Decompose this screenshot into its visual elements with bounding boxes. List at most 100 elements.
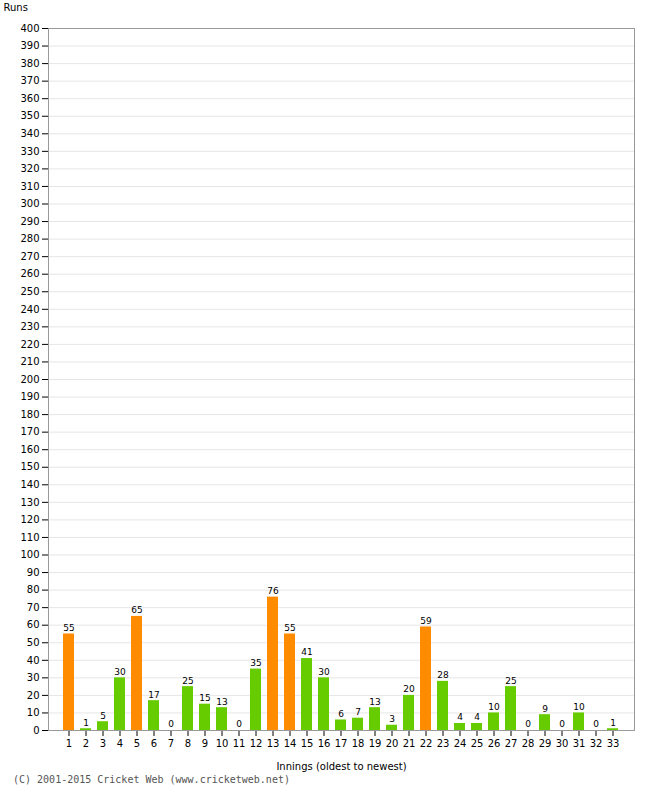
svg-text:330: 330 <box>20 146 39 157</box>
svg-text:9: 9 <box>542 704 548 714</box>
svg-text:16: 16 <box>318 738 331 749</box>
svg-text:230: 230 <box>20 321 39 332</box>
svg-text:1: 1 <box>610 718 616 728</box>
svg-text:15: 15 <box>301 738 314 749</box>
svg-text:5: 5 <box>100 711 106 721</box>
svg-text:70: 70 <box>27 602 40 613</box>
svg-text:6: 6 <box>151 738 157 749</box>
svg-text:31: 31 <box>573 738 586 749</box>
svg-text:150: 150 <box>20 461 39 472</box>
svg-text:28: 28 <box>522 738 535 749</box>
svg-text:0: 0 <box>559 719 565 729</box>
svg-text:27: 27 <box>505 738 518 749</box>
svg-text:1: 1 <box>66 738 72 749</box>
svg-text:55: 55 <box>63 623 74 633</box>
svg-text:7: 7 <box>355 707 361 717</box>
svg-text:18: 18 <box>352 738 365 749</box>
svg-text:190: 190 <box>20 391 39 402</box>
svg-text:0: 0 <box>236 719 242 729</box>
svg-text:20: 20 <box>386 738 399 749</box>
svg-text:360: 360 <box>20 93 39 104</box>
svg-text:35: 35 <box>250 658 261 668</box>
svg-text:180: 180 <box>20 409 39 420</box>
svg-text:3: 3 <box>389 714 395 724</box>
svg-text:30: 30 <box>318 667 330 677</box>
svg-text:55: 55 <box>284 623 295 633</box>
svg-text:320: 320 <box>20 163 39 174</box>
svg-text:4: 4 <box>474 712 480 722</box>
svg-text:130: 130 <box>20 497 39 508</box>
svg-text:59: 59 <box>420 616 432 626</box>
svg-text:270: 270 <box>20 251 39 262</box>
svg-text:0: 0 <box>525 719 531 729</box>
svg-text:10: 10 <box>573 702 585 712</box>
svg-text:23: 23 <box>437 738 450 749</box>
svg-text:28: 28 <box>437 670 449 680</box>
svg-text:13: 13 <box>267 738 280 749</box>
svg-text:90: 90 <box>27 567 40 578</box>
svg-text:25: 25 <box>182 676 193 686</box>
svg-text:33: 33 <box>607 738 620 749</box>
svg-text:390: 390 <box>20 40 39 51</box>
svg-text:6: 6 <box>338 709 344 719</box>
svg-text:9: 9 <box>202 738 208 749</box>
svg-text:22: 22 <box>420 738 433 749</box>
svg-text:3: 3 <box>100 738 106 749</box>
svg-text:29: 29 <box>539 738 552 749</box>
svg-text:20: 20 <box>27 690 40 701</box>
svg-text:7: 7 <box>168 738 174 749</box>
svg-text:370: 370 <box>20 75 39 86</box>
svg-text:4: 4 <box>117 738 123 749</box>
svg-text:12: 12 <box>250 738 263 749</box>
svg-text:76: 76 <box>267 586 279 596</box>
svg-text:210: 210 <box>20 356 39 367</box>
svg-text:260: 260 <box>20 268 39 279</box>
svg-text:100: 100 <box>20 549 39 560</box>
svg-text:25: 25 <box>471 738 484 749</box>
svg-text:310: 310 <box>20 181 39 192</box>
svg-text:300: 300 <box>20 198 39 209</box>
svg-text:20: 20 <box>403 684 415 694</box>
svg-text:5: 5 <box>134 738 140 749</box>
svg-text:60: 60 <box>27 619 40 630</box>
svg-text:30: 30 <box>114 667 126 677</box>
svg-text:Runs: Runs <box>4 2 28 13</box>
svg-text:65: 65 <box>131 605 142 615</box>
svg-text:13: 13 <box>216 697 227 707</box>
svg-text:10: 10 <box>27 707 40 718</box>
svg-text:0: 0 <box>33 725 39 736</box>
svg-text:14: 14 <box>284 738 297 749</box>
svg-text:50: 50 <box>27 637 40 648</box>
svg-text:8: 8 <box>185 738 191 749</box>
svg-text:41: 41 <box>301 647 312 657</box>
svg-text:160: 160 <box>20 444 39 455</box>
svg-text:220: 220 <box>20 339 39 350</box>
svg-text:17: 17 <box>335 738 348 749</box>
svg-text:350: 350 <box>20 110 39 121</box>
svg-text:340: 340 <box>20 128 39 139</box>
svg-text:24: 24 <box>454 738 467 749</box>
svg-text:1: 1 <box>83 718 89 728</box>
svg-text:19: 19 <box>369 738 382 749</box>
svg-text:80: 80 <box>27 584 40 595</box>
svg-text:15: 15 <box>199 693 210 703</box>
svg-text:0: 0 <box>593 719 599 729</box>
svg-text:170: 170 <box>20 426 39 437</box>
svg-text:30: 30 <box>556 738 569 749</box>
svg-text:26: 26 <box>488 738 501 749</box>
svg-text:200: 200 <box>20 374 39 385</box>
svg-text:32: 32 <box>590 738 603 749</box>
svg-text:280: 280 <box>20 233 39 244</box>
svg-text:21: 21 <box>403 738 416 749</box>
svg-text:40: 40 <box>27 655 40 666</box>
svg-text:110: 110 <box>20 532 39 543</box>
svg-text:240: 240 <box>20 304 39 315</box>
svg-text:290: 290 <box>20 216 39 227</box>
svg-text:25: 25 <box>505 676 516 686</box>
svg-text:250: 250 <box>20 286 39 297</box>
svg-text:10: 10 <box>488 702 500 712</box>
svg-text:11: 11 <box>233 738 246 749</box>
svg-text:4: 4 <box>457 712 463 722</box>
svg-text:0: 0 <box>168 719 174 729</box>
svg-text:380: 380 <box>20 58 39 69</box>
